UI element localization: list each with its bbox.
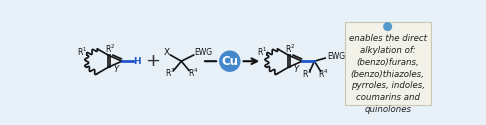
FancyBboxPatch shape xyxy=(60,14,438,113)
Text: EWG: EWG xyxy=(327,52,345,61)
Text: X: X xyxy=(164,48,170,57)
Text: R$^4$: R$^4$ xyxy=(188,66,198,79)
Text: R$^1$: R$^1$ xyxy=(77,46,87,58)
Text: H: H xyxy=(133,57,140,66)
FancyBboxPatch shape xyxy=(345,22,431,105)
Text: R$^1$: R$^1$ xyxy=(257,46,267,58)
Text: Y: Y xyxy=(294,65,298,74)
Circle shape xyxy=(220,51,240,71)
Text: R$^3$: R$^3$ xyxy=(301,68,312,80)
Text: enables the direct
alkylation of:
(benzo)furans,
(benzo)thiazoles,
pyrroles, ind: enables the direct alkylation of: (benzo… xyxy=(348,34,427,114)
Text: R$^3$: R$^3$ xyxy=(165,66,175,79)
Text: +: + xyxy=(145,52,160,70)
Text: R$^2$: R$^2$ xyxy=(285,43,295,55)
Circle shape xyxy=(384,23,392,30)
Text: EWG: EWG xyxy=(194,48,213,57)
Text: R$^4$: R$^4$ xyxy=(318,68,329,80)
Text: R$^2$: R$^2$ xyxy=(105,43,116,55)
Text: Cu: Cu xyxy=(221,55,238,68)
Text: Y: Y xyxy=(113,65,118,74)
